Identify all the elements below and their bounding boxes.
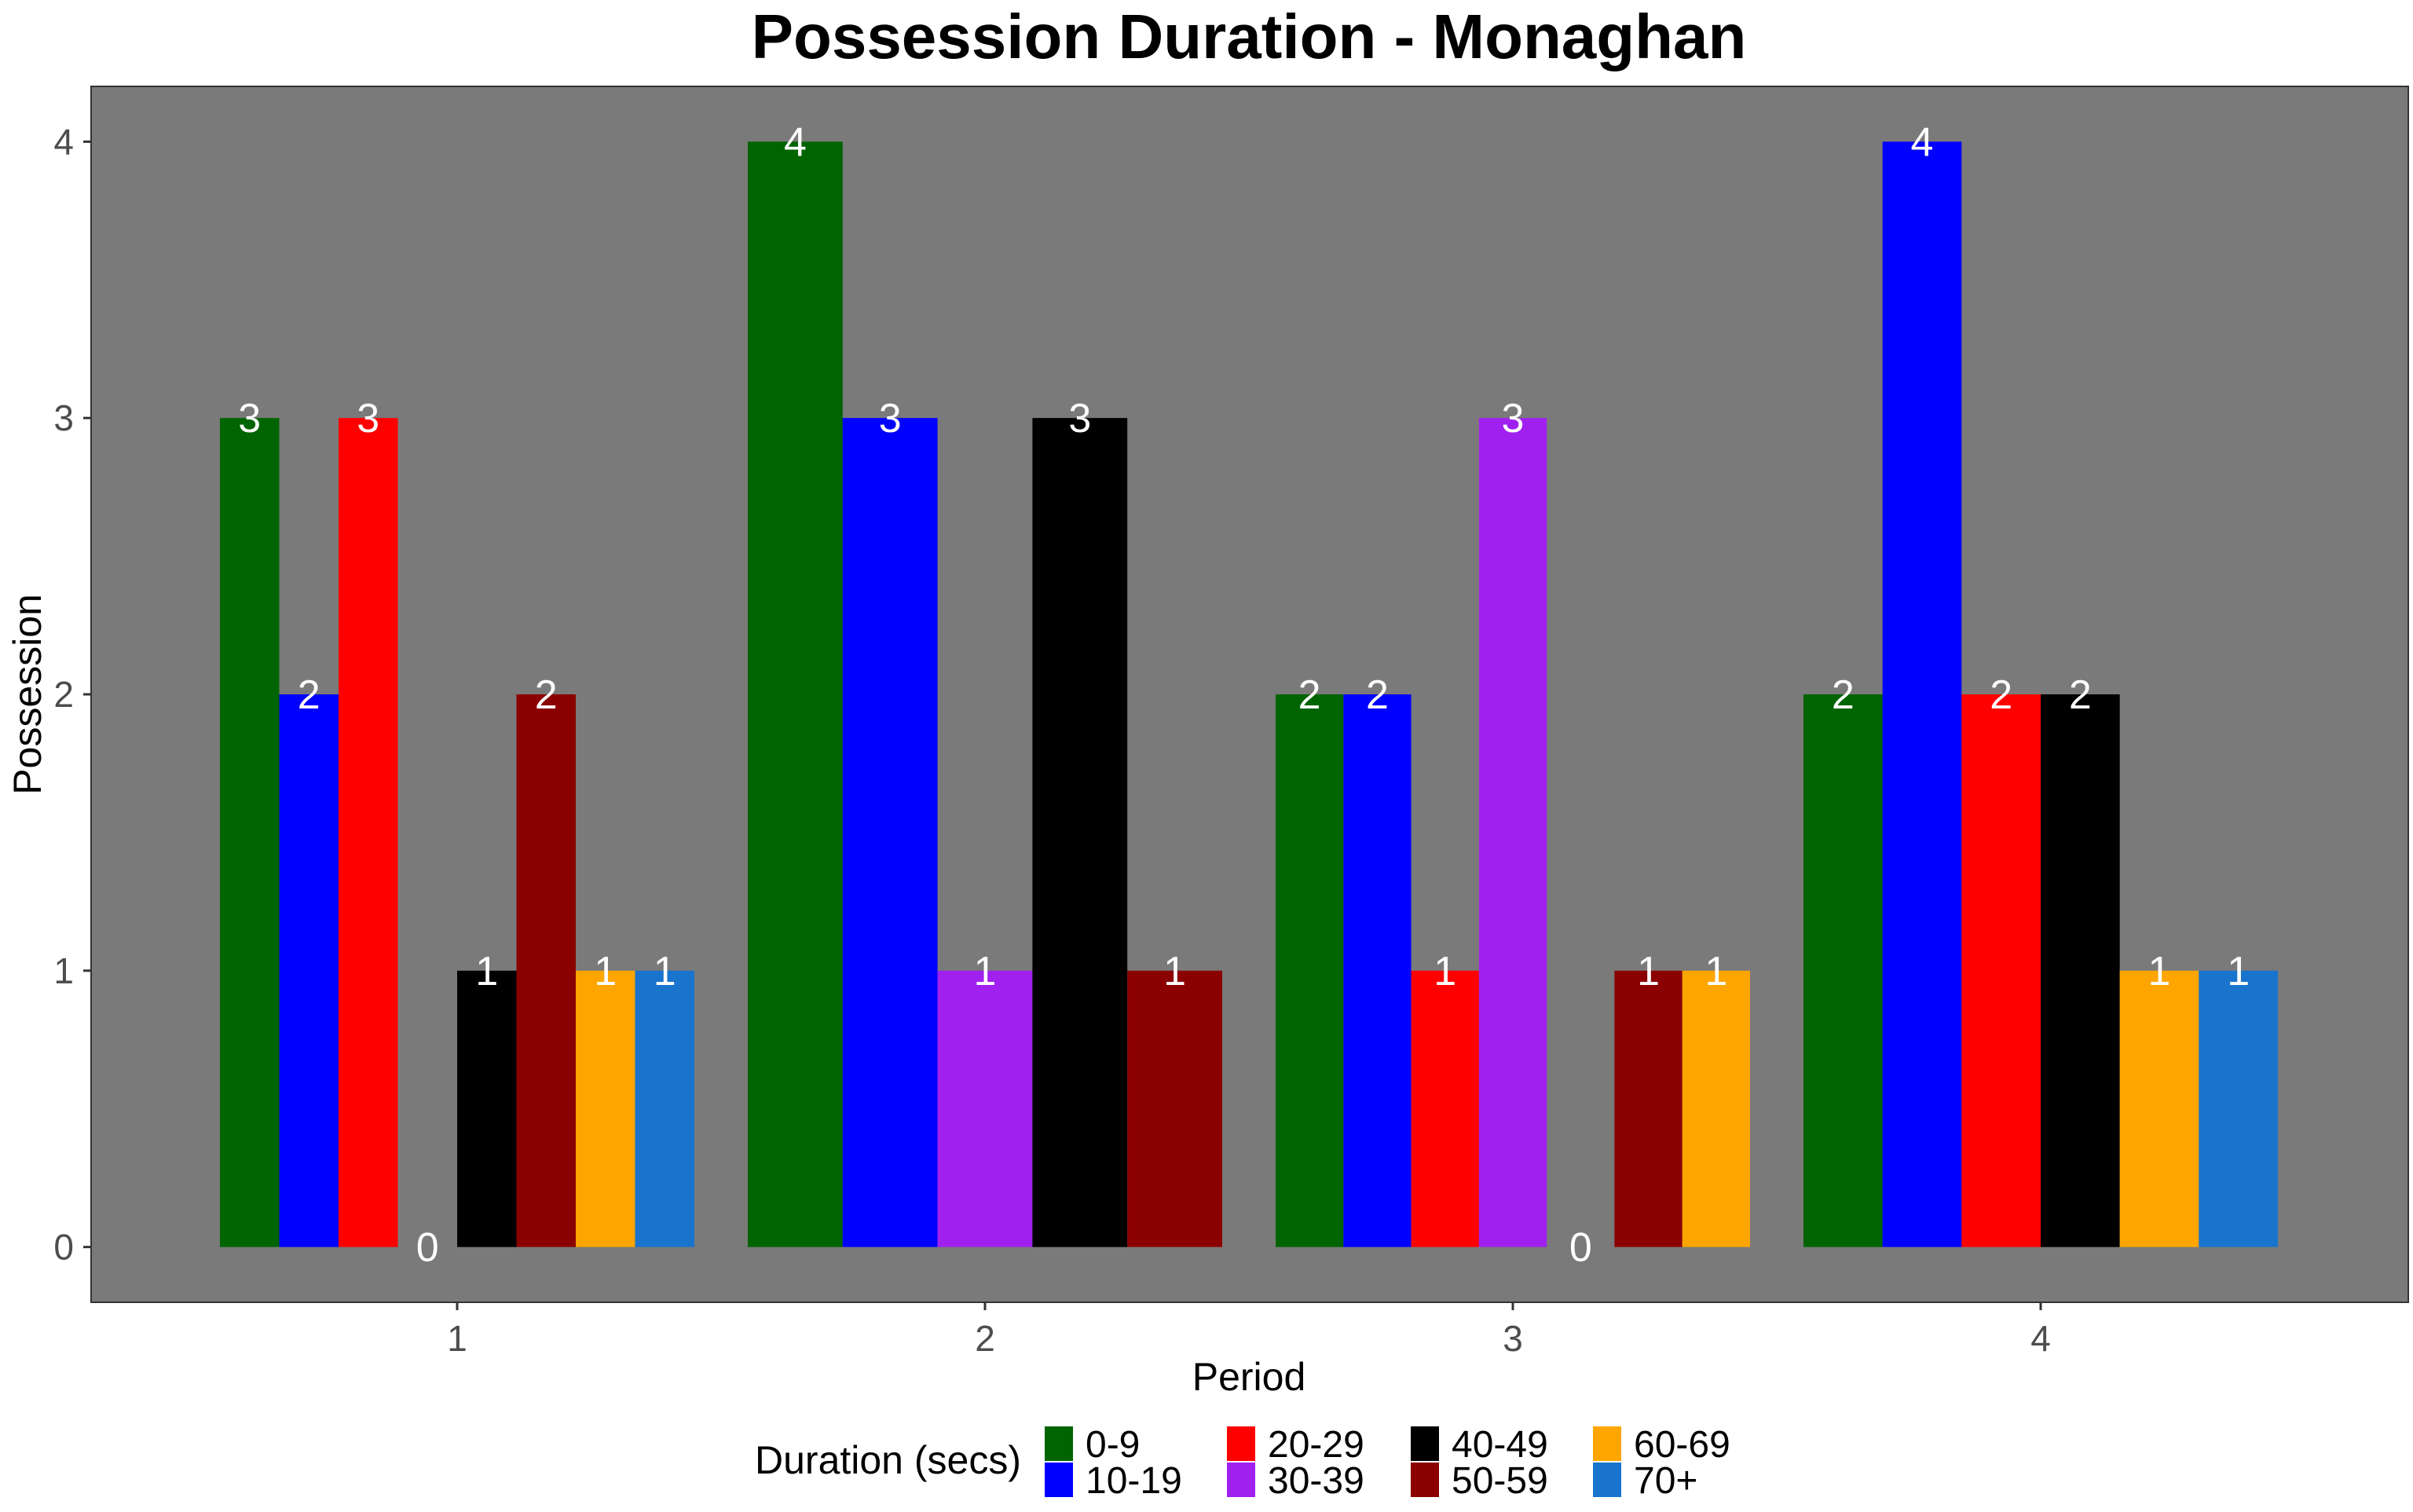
bar-value-label: 1 xyxy=(654,949,676,994)
bar xyxy=(2119,970,2199,1247)
bar-value-label: 1 xyxy=(475,949,498,994)
bar xyxy=(2041,694,2120,1247)
y-axis: 0 1 2 3 4 xyxy=(53,121,91,1268)
bar xyxy=(339,418,398,1247)
legend-key xyxy=(1045,1463,1073,1497)
x-tick-label: 1 xyxy=(447,1318,467,1359)
bar-value-label: 3 xyxy=(1502,396,1525,441)
bar-value-label: 3 xyxy=(879,396,902,441)
bar-value-label: 1 xyxy=(2148,949,2171,994)
bar-value-label: 3 xyxy=(1068,396,1091,441)
bar xyxy=(1682,970,1750,1247)
bar xyxy=(1803,694,1883,1247)
x-tick-label: 3 xyxy=(1503,1318,1523,1359)
bar-value-label: 1 xyxy=(1434,949,1456,994)
bar xyxy=(1961,694,2041,1247)
bar-value-label: 4 xyxy=(784,119,807,165)
bar-value-label: 1 xyxy=(974,949,997,994)
legend-key xyxy=(1411,1426,1439,1461)
y-tick-label: 0 xyxy=(53,1227,74,1268)
bar xyxy=(2199,970,2278,1247)
legend-key xyxy=(1045,1426,1073,1461)
y-tick-label: 2 xyxy=(53,674,74,715)
legend-label: 30-39 xyxy=(1268,1460,1364,1502)
bar-value-label: 1 xyxy=(1637,949,1660,994)
bar-value-label: 1 xyxy=(1163,949,1186,994)
bar-value-label: 2 xyxy=(1366,672,1389,718)
bar xyxy=(937,970,1033,1247)
y-tick-label: 1 xyxy=(53,950,74,991)
bar-value-label: 2 xyxy=(298,672,320,718)
bar xyxy=(1032,418,1128,1247)
y-tick-label: 3 xyxy=(53,397,74,438)
bar xyxy=(516,694,576,1247)
bar-value-label: 1 xyxy=(594,949,617,994)
bar xyxy=(635,970,694,1247)
x-tick-label: 2 xyxy=(975,1318,995,1359)
legend-key xyxy=(1593,1463,1621,1497)
legend-key xyxy=(1593,1426,1621,1461)
bar xyxy=(220,418,280,1247)
bar-value-label: 3 xyxy=(238,396,261,441)
bar xyxy=(1343,694,1412,1247)
legend-key xyxy=(1411,1463,1439,1497)
bar xyxy=(1614,970,1683,1247)
y-axis-title: Possession xyxy=(5,594,49,795)
bar-value-label: 2 xyxy=(1832,672,1855,718)
x-tick-label: 4 xyxy=(2030,1318,2051,1359)
legend-key xyxy=(1227,1463,1255,1497)
bar xyxy=(1411,970,1479,1247)
bar-value-label: 1 xyxy=(2227,949,2250,994)
bar-value-label: 2 xyxy=(1990,672,2012,718)
bar-value-label: 3 xyxy=(357,396,379,441)
bar xyxy=(1478,418,1547,1247)
bar xyxy=(1276,694,1344,1247)
bar-value-label: 0 xyxy=(416,1225,439,1271)
bar-value-label: 2 xyxy=(2069,672,2092,718)
y-tick-label: 4 xyxy=(53,121,74,162)
legend-key xyxy=(1227,1426,1255,1461)
legend-label: 50-59 xyxy=(1452,1460,1548,1502)
bar-value-label: 2 xyxy=(535,672,558,718)
bar-value-label: 1 xyxy=(1704,949,1727,994)
x-axis-title: Period xyxy=(1192,1355,1306,1399)
bar xyxy=(457,970,517,1247)
bar-value-label: 4 xyxy=(1911,119,1934,165)
bar xyxy=(576,970,635,1247)
bars-layer xyxy=(220,141,2278,1247)
x-axis: 1 2 3 4 xyxy=(447,1302,2051,1359)
legend-label: 60-69 xyxy=(1634,1424,1730,1466)
bar xyxy=(279,694,339,1247)
bar xyxy=(1882,141,1962,1247)
bar xyxy=(748,141,843,1247)
legend-title: Duration (secs) xyxy=(755,1438,1021,1482)
legend-label: 0-9 xyxy=(1086,1424,1140,1466)
bar xyxy=(1127,970,1222,1247)
legend-label: 70+ xyxy=(1634,1460,1697,1502)
bar-value-label: 2 xyxy=(1298,672,1321,718)
legend-label: 20-29 xyxy=(1268,1424,1364,1466)
chart-title: Possession Duration - Monaghan xyxy=(752,2,1747,71)
bar xyxy=(842,418,938,1247)
legend-label: 10-19 xyxy=(1086,1460,1182,1502)
bar-value-label: 0 xyxy=(1569,1225,1592,1271)
legend-label: 40-49 xyxy=(1452,1424,1548,1466)
